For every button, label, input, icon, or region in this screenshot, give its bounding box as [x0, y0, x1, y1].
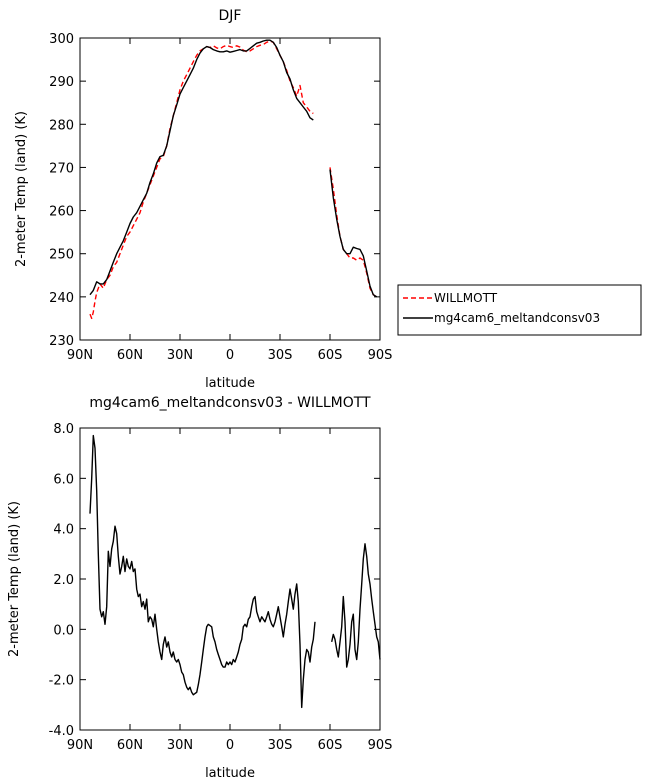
top-y-tick-label: 230 [49, 334, 74, 349]
bottom-x-tick-label: 0 [226, 738, 234, 753]
top-chart-lines [89, 39, 378, 320]
top-chart-title: DJF [219, 8, 242, 24]
top-x-axis-label: latitude [205, 376, 255, 391]
bottom-chart-lines [89, 434, 381, 709]
top-x-tick-label: 30S [268, 348, 293, 363]
legend-label-model: mg4cam6_meltandconsv03 [434, 311, 600, 325]
top-series-line-mg4cam6-meltandconsv03 [329, 169, 378, 298]
bottom-y-tick-label: -4.0 [49, 724, 74, 739]
bottom-y-tick-label: 0.0 [53, 623, 74, 638]
top-y-tick-label: 280 [49, 118, 74, 133]
top-series-line-willmott [329, 167, 378, 298]
top-y-tick-label: 240 [49, 291, 74, 306]
bottom-y-tick-label: 2.0 [53, 573, 74, 588]
top-x-tick-label: 30N [167, 348, 193, 363]
top-y-tick-label: 250 [49, 248, 74, 263]
bottom-x-tick-label: 60N [117, 738, 143, 753]
legend: WILLMOTT mg4cam6_meltandconsv03 [397, 284, 642, 336]
bottom-series-line-difference [89, 434, 316, 709]
bottom-x-tick-label: 90S [368, 738, 393, 753]
bottom-x-tick-label: 90N [67, 738, 93, 753]
top-chart-panel: DJF 90N 60N 30N 0 30S 60S 90S 230 240 250 260 270 2… [14, 8, 392, 391]
bottom-y-tick-label: 4.0 [53, 523, 74, 538]
bottom-chart-title: mg4cam6_meltandconsv03 - WILLMOTT [89, 395, 371, 411]
bottom-x-axis-label: latitude [205, 766, 255, 781]
top-series-line-mg4cam6-meltandconsv03 [89, 39, 314, 296]
bottom-y-tick-label: -2.0 [49, 674, 74, 689]
top-y-axis-label: 2-meter Temp (land) (K) [14, 111, 29, 267]
top-plot-frame [79, 37, 381, 341]
top-x-tick-label: 90N [67, 348, 93, 363]
top-y-tick-label: 300 [49, 32, 74, 47]
bottom-plot-frame [79, 427, 381, 731]
top-y-tick-label: 270 [49, 161, 74, 176]
bottom-y-tick-label: 8.0 [53, 422, 74, 437]
legend-box [397, 284, 642, 336]
legend-label-willmott: WILLMOTT [434, 291, 498, 305]
top-series-line-willmott [89, 40, 314, 320]
top-y-tick-label: 290 [49, 75, 74, 90]
bottom-x-tick-label: 60S [318, 738, 343, 753]
top-y-tick-label: 260 [49, 205, 74, 220]
bottom-series-line-difference [331, 543, 381, 668]
top-x-tick-label: 0 [226, 348, 234, 363]
bottom-y-axis-label: 2-meter Temp (land) (K) [7, 501, 22, 657]
bottom-y-tick-label: 6.0 [53, 472, 74, 487]
bottom-chart-panel: mg4cam6_meltandconsv03 - WILLMOTT 90N 60N… [7, 395, 392, 781]
bottom-x-tick-label: 30S [268, 738, 293, 753]
top-x-tick-label: 60S [318, 348, 343, 363]
bottom-x-tick-label: 30N [167, 738, 193, 753]
top-x-tick-label: 90S [368, 348, 393, 363]
top-x-tick-label: 60N [117, 348, 143, 363]
